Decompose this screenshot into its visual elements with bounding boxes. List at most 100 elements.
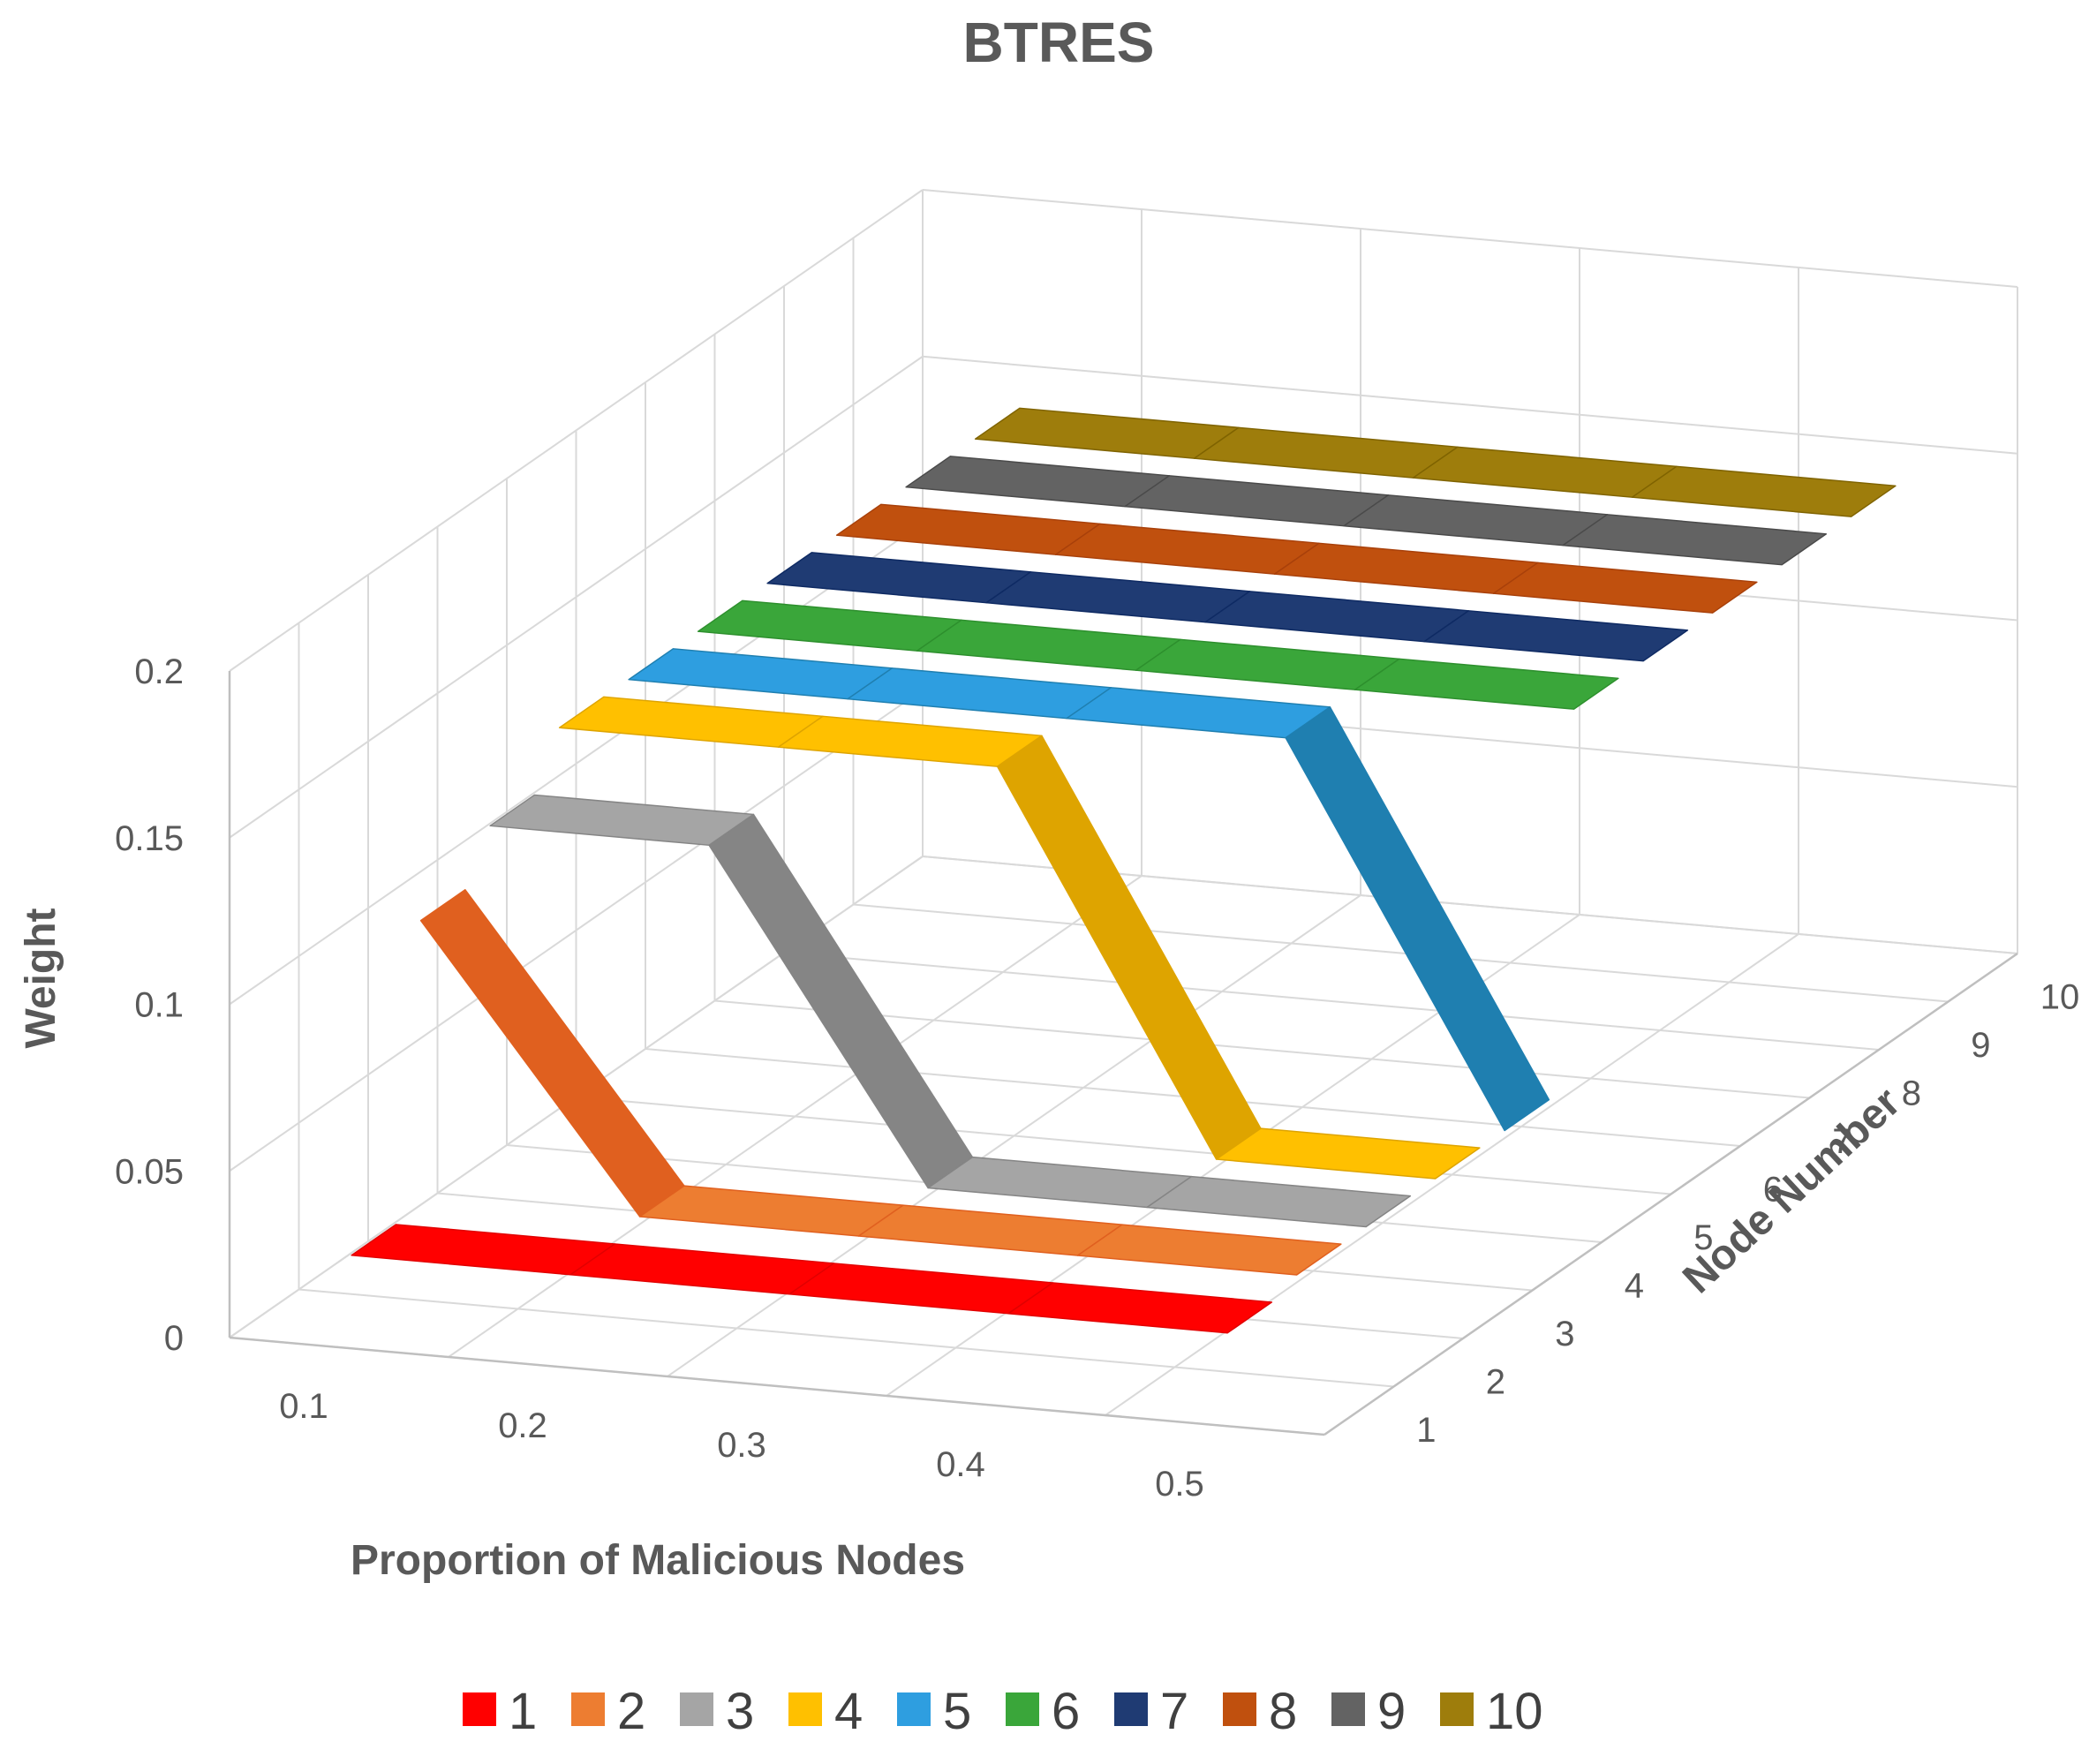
legend-label: 3 xyxy=(726,1683,754,1740)
ribbon-segment xyxy=(1066,687,1331,739)
ribbon-segment xyxy=(777,715,1043,767)
ribbon-segment xyxy=(708,813,974,1189)
z-tick-label: 5 xyxy=(1693,1218,1713,1257)
y-axis-title: Weight xyxy=(18,908,64,1048)
legend-swatch xyxy=(1331,1692,1365,1726)
x-tick-label: 0.1 xyxy=(279,1387,328,1426)
floor-gridline xyxy=(576,1096,1671,1195)
floor-gridline xyxy=(853,903,1949,1003)
y-tick-label: 0.15 xyxy=(115,819,184,858)
x-axis-line xyxy=(229,1336,1325,1436)
x-axis-title: Proportion of Malicious Nodes xyxy=(351,1537,965,1584)
series-9 xyxy=(905,456,1828,566)
legend-item-7: 7 xyxy=(1114,1683,1188,1740)
z-tick-label: 2 xyxy=(1486,1362,1505,1401)
ribbon-segment xyxy=(1124,475,1390,527)
legend-swatch xyxy=(788,1692,822,1726)
floor-gridline xyxy=(298,1288,1394,1388)
z-tick-label: 8 xyxy=(1902,1074,1921,1112)
chart-title: BTRES xyxy=(963,11,1155,74)
ribbon-segment xyxy=(766,552,1032,604)
legend-item-1: 1 xyxy=(463,1683,537,1740)
y-tick-label: 0.05 xyxy=(115,1152,184,1191)
ribbon-segment xyxy=(1423,610,1689,662)
z-tick-label: 3 xyxy=(1555,1315,1574,1353)
ribbon-segment xyxy=(1146,1175,1412,1228)
z-tick-label: 9 xyxy=(1971,1026,1990,1065)
ribbon-segment xyxy=(974,407,1240,459)
ribbon-segment xyxy=(351,1224,616,1276)
legend-item-8: 8 xyxy=(1223,1683,1297,1740)
legend-swatch xyxy=(1223,1692,1256,1726)
z-tick-label: 6 xyxy=(1763,1170,1783,1209)
legend-swatch xyxy=(897,1692,931,1726)
legend-swatch xyxy=(1440,1692,1474,1726)
legend-label: 8 xyxy=(1269,1683,1297,1740)
legend-label: 5 xyxy=(943,1683,971,1740)
ribbon-segment xyxy=(1215,1127,1481,1180)
legend-item-2: 2 xyxy=(571,1683,645,1740)
y-tick-label: 0 xyxy=(164,1319,184,1358)
series-6 xyxy=(697,599,1619,710)
ribbon-segment xyxy=(788,1263,1054,1315)
z-axis-line xyxy=(1324,952,2018,1436)
ribbon-segment xyxy=(1343,494,1609,547)
legend-item-9: 9 xyxy=(1331,1683,1406,1740)
x-tick-label: 0.5 xyxy=(1155,1465,1204,1504)
ribbon-segment xyxy=(1285,706,1550,1132)
legend-swatch xyxy=(1006,1692,1039,1726)
series-1 xyxy=(351,1224,1273,1334)
series-5 xyxy=(628,648,1550,1132)
z-tick-label: 7 xyxy=(1832,1122,1851,1161)
ribbon-segment xyxy=(847,667,1112,720)
series-4 xyxy=(558,696,1481,1180)
legend-item-5: 5 xyxy=(897,1683,971,1740)
back-wall-gridline xyxy=(922,189,2018,288)
ribbon-segment xyxy=(1204,591,1470,643)
legend-label: 7 xyxy=(1160,1683,1188,1740)
legend-item-3: 3 xyxy=(680,1683,754,1740)
legend-swatch xyxy=(1114,1692,1148,1726)
legend-label: 9 xyxy=(1377,1683,1406,1740)
series-2 xyxy=(419,889,1342,1276)
ribbon-segment xyxy=(569,1243,835,1295)
series-ribbons xyxy=(351,407,1897,1334)
legend-label: 4 xyxy=(834,1683,863,1740)
ribbon-segment xyxy=(1193,426,1459,479)
ribbon-segment xyxy=(1054,523,1320,575)
floor-gridline xyxy=(783,952,1880,1051)
z-axis-title: Node Number xyxy=(1674,1079,1909,1302)
legend-item-10: 10 xyxy=(1440,1683,1543,1740)
legend-label: 6 xyxy=(1052,1683,1080,1740)
ribbon-segment xyxy=(985,571,1251,623)
legend-label: 1 xyxy=(509,1683,537,1740)
ribbon-segment xyxy=(905,456,1171,508)
ribbon-segment xyxy=(1354,658,1619,710)
axis-ticks: 0 0.05 0.1 0.15 0.2 0.1 0.2 0.3 0.4 0.5 1 2 3 4 5 6 7 8 9 1… xyxy=(115,652,2079,1504)
y-tick-label: 0.1 xyxy=(134,986,184,1025)
ribbon-segment xyxy=(1007,1282,1273,1334)
legend-swatch xyxy=(680,1692,713,1726)
legend-item-6: 6 xyxy=(1006,1683,1080,1740)
ribbon-segment xyxy=(1076,1224,1342,1276)
z-tick-label: 10 xyxy=(2040,977,2080,1016)
legend-item-4: 4 xyxy=(788,1683,863,1740)
x-tick-label: 0.2 xyxy=(498,1406,547,1445)
series-3 xyxy=(489,794,1412,1228)
ribbon-segment xyxy=(1273,542,1539,594)
ribbon-segment xyxy=(1492,562,1758,614)
series-8 xyxy=(835,503,1758,614)
x-tick-label: 0.4 xyxy=(936,1445,985,1484)
legend-swatch xyxy=(463,1692,496,1726)
x-tick-label: 0.3 xyxy=(717,1426,766,1465)
ribbon-segment xyxy=(927,1156,1193,1209)
ribbon-segment xyxy=(1631,465,1897,517)
z-tick-label: 4 xyxy=(1625,1266,1644,1305)
ribbon-segment xyxy=(1562,514,1828,566)
series-10 xyxy=(974,407,1897,517)
legend-label: 10 xyxy=(1486,1683,1543,1740)
series-7 xyxy=(766,552,1689,662)
y-tick-label: 0.2 xyxy=(134,652,184,691)
